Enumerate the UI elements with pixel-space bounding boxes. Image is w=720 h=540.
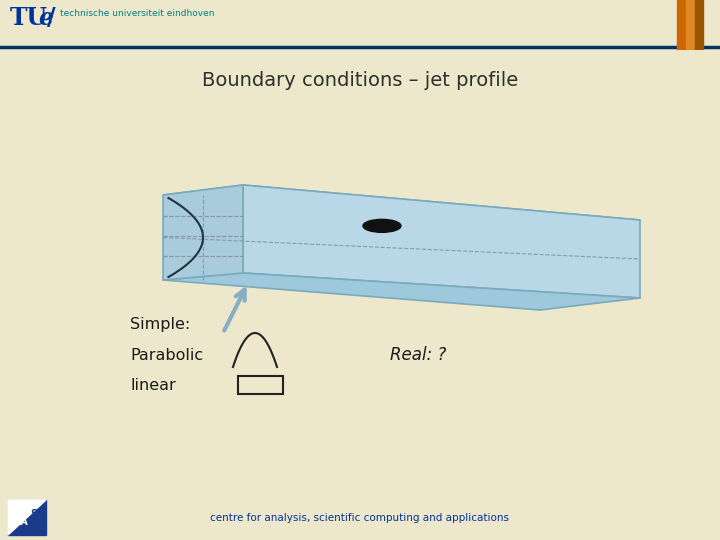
Text: linear: linear <box>130 377 176 393</box>
Bar <box>686 0 694 50</box>
Text: technische universiteit eindhoven: technische universiteit eindhoven <box>60 10 215 18</box>
Text: TU/: TU/ <box>10 6 57 30</box>
Text: e: e <box>38 6 53 30</box>
Polygon shape <box>163 273 640 310</box>
Bar <box>238 376 283 394</box>
Polygon shape <box>243 185 640 298</box>
Ellipse shape <box>363 219 401 232</box>
Polygon shape <box>8 500 46 535</box>
Text: SA: SA <box>30 509 45 519</box>
Polygon shape <box>163 185 243 280</box>
Text: centre for analysis, scientific computing and applications: centre for analysis, scientific computin… <box>210 513 510 523</box>
Text: Parabolic: Parabolic <box>130 348 203 362</box>
Text: Boundary conditions – jet profile: Boundary conditions – jet profile <box>202 71 518 90</box>
Bar <box>677 0 685 50</box>
Bar <box>695 0 703 50</box>
Text: CA: CA <box>14 517 29 527</box>
Polygon shape <box>163 185 640 237</box>
Text: Simple:: Simple: <box>130 318 190 333</box>
Bar <box>8 500 46 535</box>
Text: Real: ?: Real: ? <box>390 346 446 364</box>
